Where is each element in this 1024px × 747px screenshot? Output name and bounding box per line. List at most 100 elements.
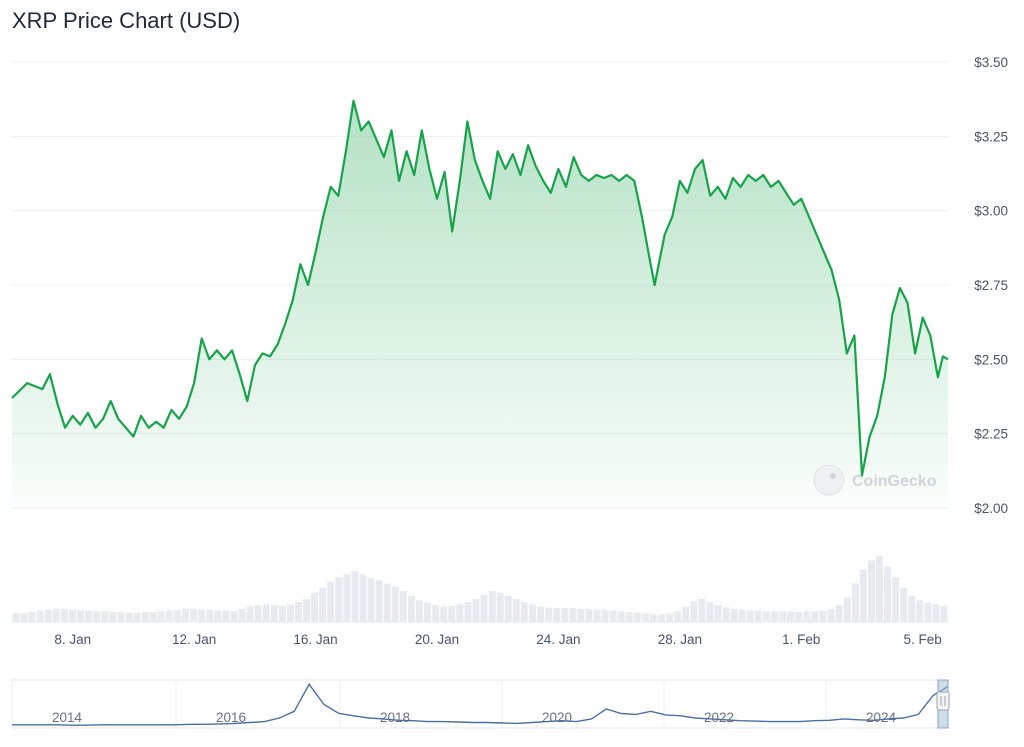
- volume-bar: [916, 600, 924, 622]
- volume-bar: [706, 602, 714, 622]
- volume-bar: [432, 605, 440, 622]
- price-line[interactable]: [11, 99, 949, 477]
- volume-bar: [843, 597, 851, 622]
- volume-bar: [496, 592, 504, 622]
- volume-bar: [698, 598, 706, 622]
- volume-bar: [472, 598, 480, 622]
- volume-bar: [464, 602, 472, 622]
- volume-bar: [165, 610, 173, 622]
- volume-bar: [182, 608, 189, 622]
- y-tick-label: $2.00: [974, 501, 1008, 516]
- volume-bar: [730, 608, 738, 622]
- watermark-text: CoinGecko: [852, 473, 937, 490]
- volume-bar: [754, 610, 762, 622]
- volume-bar: [738, 609, 746, 622]
- volume-bar: [440, 606, 448, 622]
- navigator-year-label: 2020: [542, 710, 572, 725]
- volume-bar: [876, 555, 883, 622]
- volume-bar: [658, 614, 665, 622]
- navigator-year-label: 2016: [216, 710, 246, 725]
- x-tick-label: 20. Jan: [415, 632, 459, 647]
- x-axis-labels: 8. Jan 12. Jan 16. Jan 20. Jan 24. Jan 28. Ja…: [54, 632, 942, 647]
- volume-bar: [424, 602, 431, 623]
- volume-bar: [892, 577, 899, 622]
- coingecko-watermark: CoinGecko: [813, 464, 937, 496]
- volume-bar: [190, 608, 197, 622]
- volume-bar: [270, 605, 278, 622]
- y-tick-label: $2.75: [974, 278, 1008, 293]
- volume-bar: [319, 587, 327, 622]
- volume-bar: [819, 610, 827, 622]
- volume-bar: [512, 598, 520, 622]
- volume-bar: [238, 608, 246, 622]
- volume-bar: [650, 614, 657, 622]
- coingecko-logo-icon: [813, 464, 845, 496]
- volume-bar: [625, 612, 633, 622]
- volume-bar: [125, 612, 133, 622]
- volume-bar: [174, 609, 181, 622]
- volume-bar: [577, 608, 585, 622]
- navigator-year-label: 2014: [52, 710, 83, 725]
- volume-bar: [149, 612, 157, 622]
- volume-bar: [230, 611, 238, 622]
- volume-bar: [884, 566, 891, 622]
- volume-bar: [537, 606, 544, 622]
- volume-bar: [246, 606, 254, 622]
- chart-title: XRP Price Chart (USD): [12, 8, 241, 33]
- volume-bar: [351, 571, 359, 622]
- y-tick-label: $3.50: [974, 55, 1008, 70]
- volume-bar: [262, 604, 270, 622]
- volume-bar: [908, 595, 916, 622]
- price-area: [12, 100, 948, 508]
- volume-bar: [932, 604, 940, 622]
- navigator-handle[interactable]: [936, 691, 950, 711]
- volume-bar: [359, 574, 367, 622]
- volume-bar: [763, 611, 770, 622]
- volume-bar: [601, 609, 609, 622]
- volume-bar: [545, 607, 553, 622]
- volume-bar: [722, 607, 730, 622]
- volume-bar: [569, 608, 577, 622]
- y-tick-label: $2.50: [974, 352, 1008, 367]
- volume-bar: [254, 605, 262, 622]
- volume-bar: [28, 612, 36, 622]
- volume-bar: [779, 611, 787, 622]
- volume-bar: [674, 611, 682, 622]
- navigator-year-label: 2018: [380, 710, 410, 725]
- x-tick-label: 5. Feb: [904, 632, 942, 647]
- navigator-year-labels: 2014 2016 2018 2020 2022 2024: [11, 680, 897, 728]
- volume-bar: [286, 604, 294, 622]
- volume-bar: [343, 574, 351, 622]
- navigator[interactable]: 2014 2016 2018 2020 2022 2024: [11, 679, 950, 729]
- volume-bar: [383, 583, 391, 622]
- volume-bar: [642, 613, 649, 622]
- volume-bar: [803, 611, 811, 622]
- x-tick-label: 24. Jan: [536, 632, 580, 647]
- volume-bar: [85, 610, 93, 622]
- volume-bar: [900, 588, 908, 622]
- volume-bar: [529, 604, 536, 622]
- volume-bar: [20, 613, 28, 622]
- volume-bar: [303, 598, 310, 622]
- volume-bar: [44, 609, 52, 622]
- navigator-history-line: [12, 683, 949, 726]
- volume-bar: [714, 605, 722, 622]
- volume-bar: [278, 605, 286, 622]
- volume-bar: [456, 604, 464, 622]
- y-tick-label: $3.00: [974, 204, 1008, 219]
- volume-bar: [609, 610, 617, 622]
- y-tick-label: $2.25: [974, 427, 1008, 442]
- x-tick-label: 28. Jan: [658, 632, 702, 647]
- volume-bar: [787, 611, 795, 622]
- volume-bar: [36, 610, 44, 622]
- volume-bar: [867, 560, 875, 622]
- volume-bar: [585, 608, 593, 622]
- y-axis-labels: $2.00 $2.25 $2.50 $2.75 $3.00 $3.25 $3.50: [974, 55, 1008, 516]
- volume-bar: [593, 609, 601, 622]
- volume-bar: [520, 602, 528, 622]
- volume-bar: [117, 612, 125, 622]
- volume-bar: [214, 610, 222, 622]
- volume-bar: [391, 586, 399, 622]
- x-tick-label: 1. Feb: [782, 632, 820, 647]
